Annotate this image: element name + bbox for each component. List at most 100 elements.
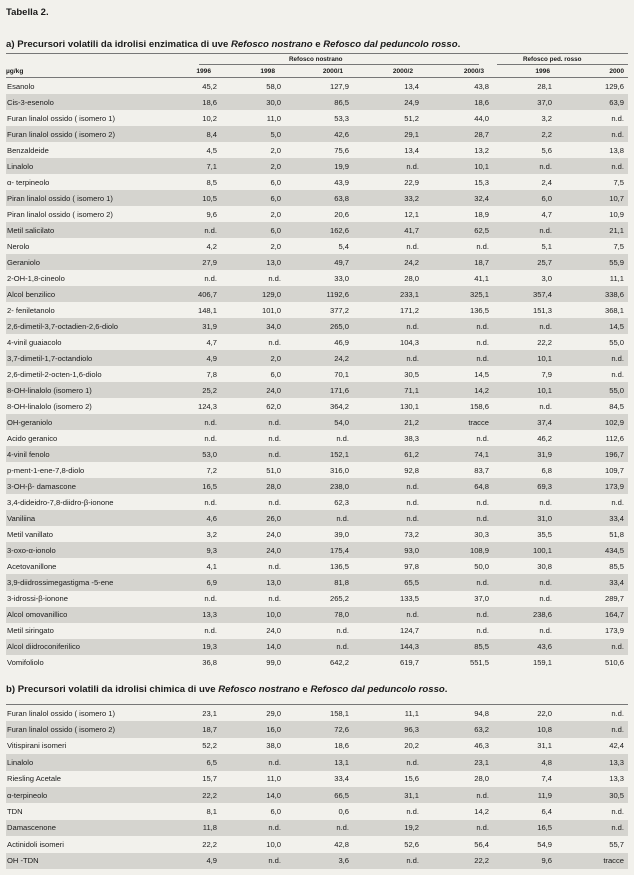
a-value-cell: 2,0 (270, 145, 281, 155)
a-value-cell: 99,0 (266, 658, 281, 668)
a-compound-name: Acetovanillone (7, 561, 57, 571)
a-value-cell: 5,0 (221, 126, 285, 143)
a-value-cell: 37,4 (493, 414, 556, 431)
a-value-cell: 10,5 (176, 190, 221, 207)
a-value-cell: 10,0 (221, 606, 285, 623)
a-value-cell: 46,2 (537, 433, 552, 443)
a-value-cell: n.d. (556, 126, 628, 143)
a-value-cell: 6,0 (221, 190, 285, 207)
a-value-cell: 28,7 (423, 126, 493, 143)
table-b-body: Furan linalol ossido ( isomero 1) 23,1 29,… (6, 705, 628, 869)
table-row: Acetovanillone 4,1 n.d. 136,5 97,8 50,0 30,8 85… (6, 558, 628, 574)
a-value-cell: 12,1 (404, 209, 419, 219)
b-compound-name: Linalolo (6, 754, 176, 771)
a-value-cell: 14,5 (556, 318, 628, 335)
a-value-cell: 129,0 (221, 286, 285, 303)
a-value-cell: 62,0 (266, 401, 281, 411)
a-value-cell: 21,2 (353, 414, 423, 431)
a-value-cell: n.d. (423, 318, 493, 335)
a-value-cell: 14,2 (423, 382, 493, 399)
b-value-cell: 72,6 (285, 721, 353, 738)
b-value-cell: tracce (556, 852, 628, 869)
a-compound-name: 4-vinil fenolo (6, 446, 176, 463)
b-value-cell: 63,2 (423, 721, 493, 738)
a-value-cell: n.d. (353, 606, 423, 623)
table-b: Furan linalol ossido ( isomero 1) 23,1 29,… (6, 705, 628, 869)
section-a-text-3: e (312, 39, 324, 50)
a-value-cell: 64,8 (423, 478, 493, 495)
table-row: Benzaldeide 4,5 2,0 75,6 13,4 13,2 5,6 13,8 (6, 142, 628, 158)
b-value-cell: 158,1 (329, 708, 349, 718)
a-value-cell: 316,0 (329, 465, 349, 475)
a-compound-name: Alcol benzilico (6, 286, 176, 303)
a-value-cell: 37,0 (474, 594, 489, 603)
table-row: 3,4-dideidro-7,8-diidro-β-ionone n.d. n.d.… (6, 494, 628, 510)
a-value-cell: 13,4 (404, 81, 419, 91)
b-value-cell: 0,6 (338, 807, 349, 817)
a-value-cell: 13,0 (221, 574, 285, 591)
a-value-cell: n.d. (204, 594, 217, 603)
a-value-cell: 41,1 (474, 273, 489, 283)
a-value-cell: 24,0 (221, 382, 285, 399)
a-value-cell: 43,9 (334, 177, 349, 187)
a-value-cell: 129,6 (604, 81, 624, 91)
a-value-cell: 43,6 (493, 638, 556, 655)
a-value-cell: n.d. (539, 401, 552, 411)
table-row: Vomifoliolo 36,8 99,0 642,2 619,7 551,5 159,1 5… (6, 655, 628, 671)
b-value-cell: 42,8 (334, 839, 349, 849)
section-b-text-5: . (444, 684, 448, 695)
table-row: α-terpineolo 22,2 14,0 66,5 31,1 n.d. 11,9 30,5 (6, 786, 628, 804)
a-value-cell: 25,2 (176, 382, 221, 399)
a-compound-name: Vomifoliolo (7, 658, 44, 668)
table-row: Vitispirani isomeri 52,2 38,0 18,6 20,2 46,3 3… (6, 738, 628, 754)
a-value-cell: 41,7 (353, 222, 423, 239)
a-compound-name: 3-OH-β- damascone (6, 478, 176, 495)
col-header-2000-2: 2000/2 (392, 68, 413, 75)
a-value-cell: 30,0 (221, 94, 285, 111)
a-value-cell: 44,0 (474, 113, 489, 123)
a-value-cell: n.d. (539, 497, 552, 507)
a-value-cell: 20,6 (334, 209, 349, 219)
b-value-cell: 16,0 (221, 721, 285, 738)
a-value-cell: n.d. (539, 626, 552, 636)
b-value-cell: 10,8 (493, 721, 556, 738)
a-value-cell: 42,6 (285, 126, 353, 143)
a-value-cell: 70,1 (334, 369, 349, 379)
a-value-cell: n.d. (423, 574, 493, 591)
a-value-cell: 33,0 (334, 273, 349, 283)
a-value-cell: 54,0 (285, 414, 353, 431)
a-compound-name: p-ment-1-ene-7,8-diolo (7, 465, 85, 475)
a-compound-name: Linalolo (6, 158, 176, 175)
a-compound-name: Metil siringato (7, 626, 54, 636)
a-compound-name: OH-geraniolo (6, 414, 176, 431)
table-row: 8-OH-linalolo (isomero 2) 124,3 62,0 364,2 1… (6, 398, 628, 414)
a-value-cell: n.d. (221, 414, 285, 431)
b-value-cell: 55,7 (609, 839, 624, 849)
a-value-cell: 37,0 (493, 94, 556, 111)
a-value-cell: 24,9 (353, 94, 423, 111)
table-row: Piran linalol ossido ( isomero 2) 9,6 2,0 2… (6, 206, 628, 222)
b-value-cell: 15,7 (202, 774, 217, 784)
a-value-cell: n.d. (493, 318, 556, 335)
a-compound-name: Benzaldeide (7, 145, 49, 155)
a-value-cell: 69,3 (493, 478, 556, 495)
b-value-cell: 8,1 (206, 807, 217, 817)
col-header-ped-2000: 2000 (609, 68, 624, 75)
a-value-cell: 124,7 (399, 626, 419, 636)
b-value-cell: 11,9 (493, 786, 556, 804)
a-value-cell: 4,5 (206, 145, 217, 155)
a-compound-name: Metil salicilato (6, 222, 176, 239)
b-value-cell: 3,6 (285, 852, 353, 869)
table-row: 3,9-diidrossimegastigma -5-ene 6,9 13,0 81,… (6, 574, 628, 591)
a-value-cell: n.d. (268, 497, 281, 507)
a-value-cell: n.d. (336, 433, 349, 443)
b-value-cell: 7,4 (541, 774, 552, 784)
a-value-cell: n.d. (423, 510, 493, 527)
a-value-cell: 55,0 (556, 382, 628, 399)
a-value-cell: 265,0 (285, 318, 353, 335)
a-value-cell: 510,6 (604, 658, 624, 668)
table-row: Actinidoli isomeri 22,2 10,0 42,8 52,6 56,4 54… (6, 836, 628, 852)
a-value-cell: 642,2 (329, 658, 349, 668)
a-value-cell: 24,0 (266, 626, 281, 636)
b-value-cell: n.d. (423, 819, 493, 837)
